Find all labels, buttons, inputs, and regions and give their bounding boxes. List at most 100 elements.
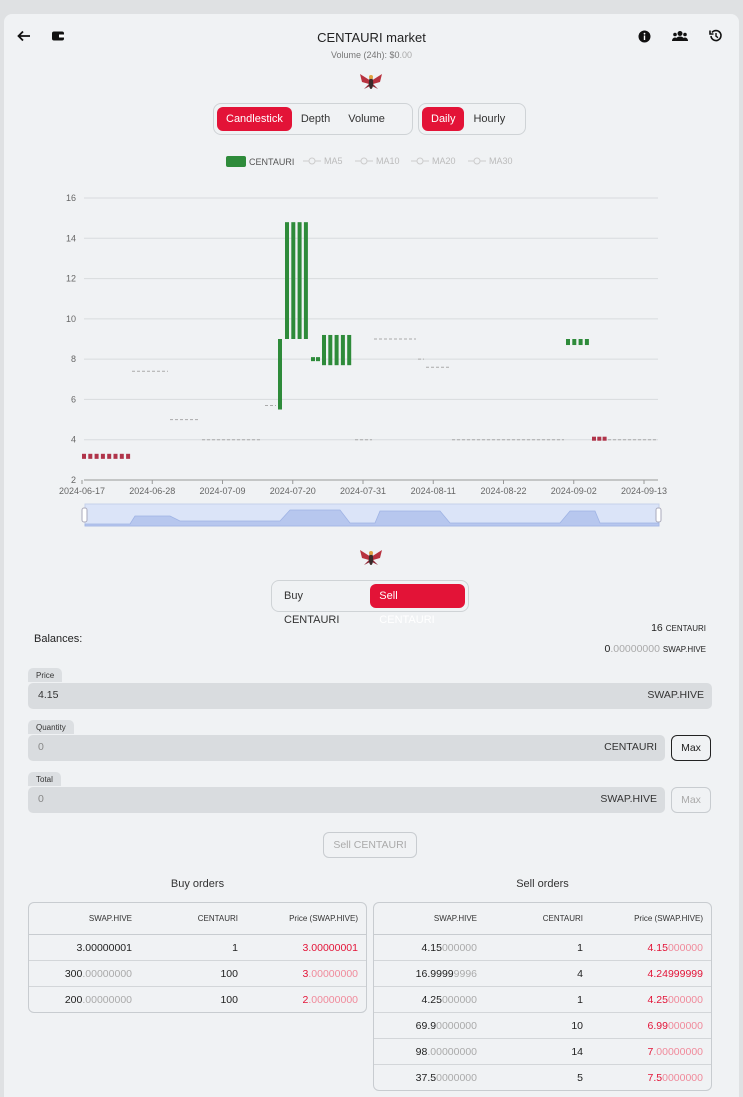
wallet-icon[interactable] [48, 26, 68, 46]
legend-label: MA30 [489, 156, 513, 166]
legend-item-centauri[interactable]: CENTAURI [226, 156, 294, 167]
candle [328, 334, 333, 366]
users-icon[interactable] [670, 26, 690, 46]
order-hive: 3.00000001 [76, 941, 132, 954]
page-title: CENTAURI market [317, 30, 426, 45]
balance-token: 16 CENTAURI [651, 622, 706, 634]
quantity-max-button[interactable]: Max [671, 735, 711, 761]
price-value: 4.15 [38, 689, 59, 701]
order-qty: 1 [577, 993, 583, 1006]
y-tick-label: 4 [71, 435, 76, 445]
y-tick-label: 10 [66, 314, 76, 324]
candle [347, 334, 352, 366]
candle [278, 339, 282, 410]
order-qty: 10 [571, 1019, 583, 1032]
order-hive-decimals: 000000 [441, 993, 477, 1006]
tab-candlestick[interactable]: Candlestick [217, 107, 292, 131]
x-tick-label: 2024-08-22 [480, 486, 526, 496]
sell-orders-table: SWAP.HIVE CENTAURI Price (SWAP.HIVE) 4.1… [373, 902, 712, 1091]
order-qty-cell: 100 [140, 961, 246, 987]
order-price-decimals: 000000 [667, 993, 703, 1006]
order-qty: 1 [577, 941, 583, 954]
candle [597, 436, 602, 441]
candle [285, 222, 289, 339]
total-field[interactable]: 0 SWAP.HIVE [28, 787, 665, 813]
x-tick-label: 2024-09-13 [621, 486, 667, 496]
volume-24h: Volume (24h): $0.00 [0, 50, 743, 60]
order-row[interactable]: 200.00000000 100 2.00000000 [29, 987, 366, 1012]
col-header: SWAP.HIVE [374, 903, 485, 935]
y-tick-label: 14 [66, 233, 76, 243]
order-row[interactable]: 69.90000000 10 6.99000000 [374, 1013, 711, 1039]
candle [107, 453, 112, 459]
order-hive-cell: 37.50000000 [374, 1065, 485, 1090]
order-price: 4.15 [647, 941, 668, 954]
order-hive-decimals: 9996 [453, 967, 477, 980]
order-hive-cell: 16.99999996 [374, 961, 485, 987]
col-header: Price (SWAP.HIVE) [591, 903, 711, 935]
col-header: CENTAURI [485, 903, 591, 935]
tab-hourly[interactable]: Hourly [473, 113, 506, 125]
y-tick-label: 2 [71, 475, 76, 485]
price-unit: SWAP.HIVE [647, 689, 704, 701]
tab-daily[interactable]: Daily [422, 107, 465, 131]
order-row[interactable]: 300.00000000 100 3.00000000 [29, 961, 366, 987]
order-hive: 37.5 [415, 1071, 437, 1084]
order-row[interactable]: 16.99999996 4 4.24999999 [374, 961, 711, 987]
order-qty-cell: 1 [140, 935, 246, 961]
volume-label: Volume (24h): [330, 50, 387, 60]
back-arrow-icon[interactable] [14, 26, 34, 46]
submit-sell-button[interactable]: Sell CENTAURI [323, 832, 417, 858]
total-max-button[interactable]: Max [671, 787, 711, 813]
candle [126, 453, 131, 459]
order-price: 7.5 [647, 1071, 663, 1084]
order-qty: 100 [220, 993, 238, 1006]
tab-depth[interactable]: Depth [300, 113, 331, 125]
order-price-decimals: .00000000 [653, 1045, 703, 1058]
volume-value: $0 [389, 50, 400, 60]
total-value: 0 [38, 793, 44, 805]
order-hive: 200 [64, 993, 83, 1006]
order-row[interactable]: 98.00000000 14 7.00000000 [374, 1039, 711, 1065]
candle [82, 453, 86, 459]
order-price-cell: 6.99000000 [591, 1013, 711, 1039]
legend-item-ma5[interactable]: MA5 [303, 156, 343, 166]
tab-buy[interactable]: Buy CENTAURI [284, 590, 340, 626]
y-tick-label: 12 [66, 274, 76, 284]
candlestick-chart[interactable]: 2 4 6 8 10 12 14 16 2024-06-17 2024-06-28 2024-07-… [0, 180, 743, 535]
order-price-cell: 4.24999999 [591, 961, 711, 987]
volume-value-decimals: .00 [399, 50, 413, 60]
legend-item-ma20[interactable]: MA20 [411, 156, 456, 166]
order-row[interactable]: 3.00000001 1 3.00000001 [29, 935, 366, 961]
quantity-label: Quantity [28, 720, 74, 734]
legend-item-ma30[interactable]: MA30 [468, 156, 513, 166]
legend-item-ma10[interactable]: MA10 [355, 156, 400, 166]
order-price-cell: 3.00000000 [246, 961, 366, 987]
candle [291, 222, 296, 339]
order-row[interactable]: 4.25000000 1 4.25000000 [374, 987, 711, 1013]
tab-sell[interactable]: Sell CENTAURI [370, 584, 465, 626]
legend-label: MA10 [376, 156, 400, 166]
order-row[interactable]: 37.50000000 5 7.50000000 [374, 1065, 711, 1090]
legend-label: MA5 [324, 156, 343, 166]
candle [340, 334, 345, 366]
price-field[interactable]: 4.15 SWAP.HIVE [28, 683, 712, 709]
order-row[interactable]: 4.15000000 1 4.15000000 [374, 935, 711, 961]
quantity-field[interactable]: 0 CENTAURI [28, 735, 665, 761]
order-price-cell: 7.00000000 [591, 1039, 711, 1065]
info-icon[interactable] [634, 26, 654, 46]
token-logo [358, 548, 384, 573]
y-tick-label: 6 [71, 394, 76, 404]
legend-swatch [226, 156, 246, 167]
order-price-decimals: 000000 [667, 1019, 703, 1032]
candle [119, 453, 124, 459]
tab-volume[interactable]: Volume [348, 113, 385, 125]
trade-side-tabs: Buy CENTAURI Sell CENTAURI [271, 580, 469, 626]
order-hive: 98 [415, 1045, 428, 1058]
candle [584, 339, 589, 346]
order-price: 7 [647, 1045, 654, 1058]
order-hive: 69.9 [415, 1019, 437, 1032]
history-icon[interactable] [706, 26, 726, 46]
order-hive-cell: 98.00000000 [374, 1039, 485, 1065]
order-price-decimals: 000000 [667, 941, 703, 954]
